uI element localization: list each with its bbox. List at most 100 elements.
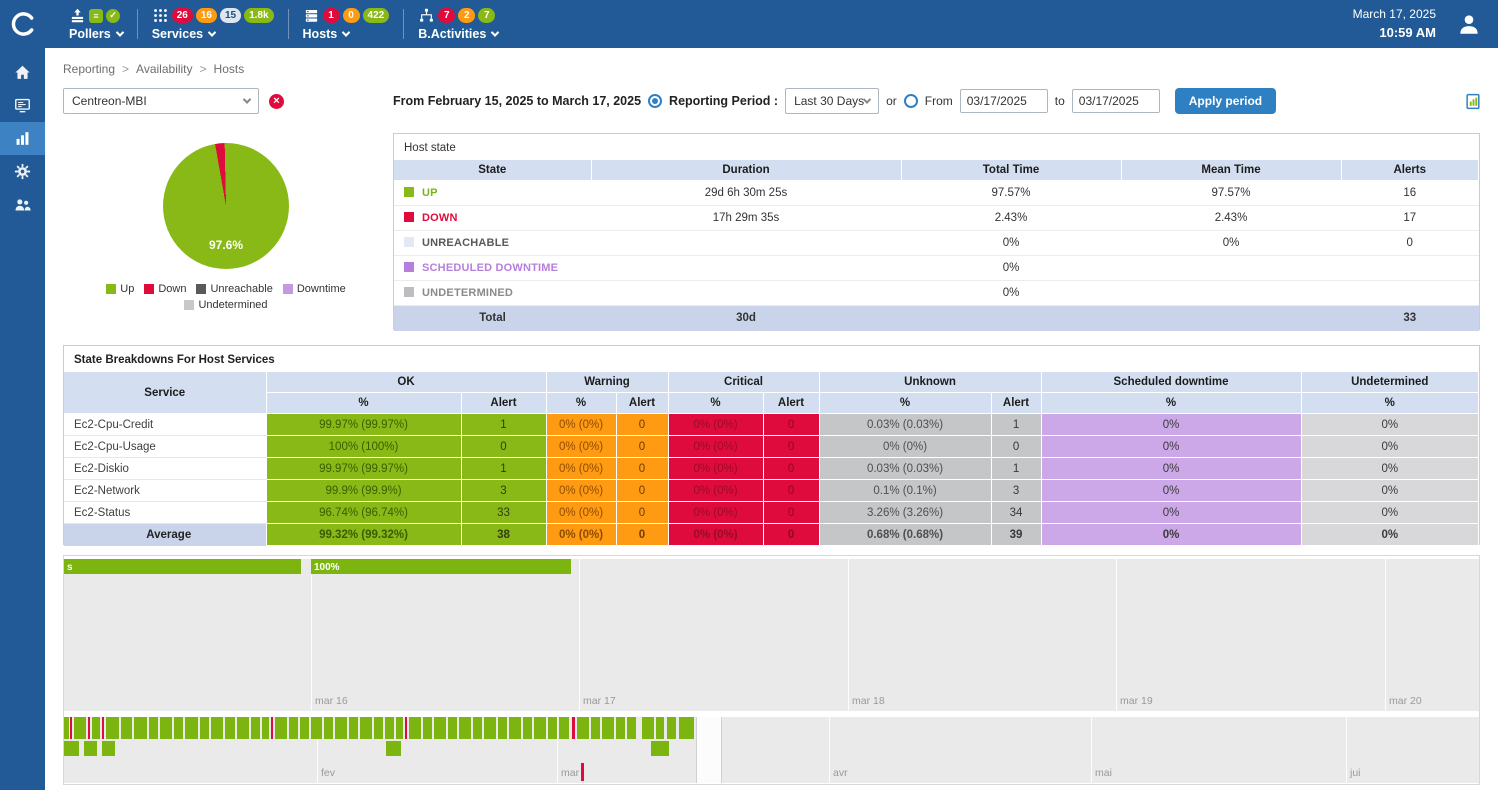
poller-icon bbox=[69, 7, 86, 24]
people-icon bbox=[13, 195, 32, 214]
availability-pie[interactable]: 97.6% bbox=[163, 143, 289, 269]
period-select[interactable]: Last 30 Days bbox=[785, 88, 879, 114]
host-state-table: State Duration Total Time Mean Time Aler… bbox=[394, 160, 1479, 331]
alerts-value bbox=[1341, 256, 1479, 281]
duration-value bbox=[591, 256, 901, 281]
state-label: UNREACHABLE bbox=[422, 237, 509, 249]
sidebar-item-monitoring[interactable] bbox=[0, 89, 45, 122]
menu-pollers[interactable]: ≡ ✓ Pollers bbox=[55, 3, 137, 45]
services-ok-badge[interactable]: 1.8k bbox=[244, 8, 273, 23]
breakdown-header-row2: %Alert %Alert %Alert %Alert % % bbox=[64, 393, 1479, 414]
poller-latency-icon: ≡ bbox=[89, 9, 103, 23]
col-mean-time: Mean Time bbox=[1121, 160, 1341, 181]
chevron-down-icon bbox=[863, 95, 871, 103]
service-breakdown-table: Service OK Warning Critical Unknown Sche… bbox=[64, 372, 1479, 546]
to-date-input[interactable] bbox=[1072, 89, 1160, 113]
hosts-critical-badge[interactable]: 1 bbox=[323, 8, 340, 23]
breadcrumb-availability[interactable]: Availability bbox=[136, 62, 192, 76]
menu-bactivities-label: B.Activities bbox=[418, 27, 486, 41]
host-state-title: Host state bbox=[394, 134, 1479, 160]
pie-percentage-label: 97.6% bbox=[163, 238, 289, 252]
availability-timeline-panel: mar 16mar 17mar 18mar 19mar 20s100% fevm… bbox=[63, 555, 1480, 785]
table-row: Ec2-Network 99.9% (99.9%)3 0% (0%)0 0% (… bbox=[64, 480, 1479, 502]
topbar: ≡ ✓ Pollers 26 16 15 1.8k Services 1 0 4… bbox=[0, 0, 1498, 48]
total-time-value: 2.43% bbox=[901, 206, 1121, 231]
breakdown-title: State Breakdowns For Host Services bbox=[64, 346, 1479, 372]
unreachable-swatch bbox=[404, 237, 414, 247]
unreachable-swatch bbox=[196, 284, 206, 294]
state-label: DOWN bbox=[422, 212, 458, 224]
total-alerts: 33 bbox=[1341, 306, 1479, 331]
monitoring-icon bbox=[13, 96, 32, 115]
table-row: Ec2-Diskio 99.97% (99.97%)1 0% (0%)0 0% … bbox=[64, 458, 1479, 480]
table-row: Ec2-Cpu-Usage 100% (100%)0 0% (0%)0 0% (… bbox=[64, 436, 1479, 458]
host-state-header-row: State Duration Total Time Mean Time Aler… bbox=[394, 160, 1479, 181]
sidebar-item-administration[interactable] bbox=[0, 188, 45, 221]
breadcrumb-reporting[interactable]: Reporting bbox=[63, 62, 115, 76]
from-date-input[interactable] bbox=[960, 89, 1048, 113]
breakdown-header-row1: Service OK Warning Critical Unknown Sche… bbox=[64, 372, 1479, 393]
mean-time-value bbox=[1121, 281, 1341, 306]
downtime-swatch bbox=[283, 284, 293, 294]
mean-time-value: 97.57% bbox=[1121, 181, 1341, 206]
reporting-period-radio[interactable] bbox=[648, 94, 662, 108]
services-critical-badge[interactable]: 26 bbox=[172, 8, 193, 23]
alerts-value: 17 bbox=[1341, 206, 1479, 231]
total-label: Total bbox=[394, 306, 591, 331]
timeline-navigator[interactable]: fevmaravrmaijui bbox=[64, 717, 1479, 783]
col-scheduled-downtime: Scheduled downtime bbox=[1041, 372, 1301, 393]
average-label: Average bbox=[64, 524, 266, 546]
up-swatch bbox=[106, 284, 116, 294]
total-time-value: 0% bbox=[901, 256, 1121, 281]
centreon-logo[interactable] bbox=[0, 11, 45, 37]
sidebar-item-configuration[interactable] bbox=[0, 155, 45, 188]
sidebar-item-reporting[interactable] bbox=[0, 122, 45, 155]
export-report-icon[interactable] bbox=[1465, 93, 1482, 113]
host-select[interactable]: Centreon-MBI bbox=[63, 88, 259, 114]
timeline-main[interactable]: mar 16mar 17mar 18mar 19mar 20s100% bbox=[64, 559, 1479, 711]
apply-period-button[interactable]: Apply period bbox=[1175, 88, 1276, 114]
pie-legend: Up Down Unreachable Downtime Undetermine… bbox=[96, 283, 356, 311]
chevron-down-icon bbox=[115, 28, 123, 36]
bactivities-ok-badge[interactable]: 7 bbox=[478, 8, 495, 23]
menu-bactivities[interactable]: 7 2 7 B.Activities bbox=[404, 3, 512, 45]
services-warning-badge[interactable]: 16 bbox=[196, 8, 217, 23]
poller-ok-icon: ✓ bbox=[106, 9, 120, 23]
col-alerts: Alerts bbox=[1341, 160, 1479, 181]
menu-hosts[interactable]: 1 0 422 Hosts bbox=[289, 3, 404, 45]
service-breakdown-panel: State Breakdowns For Host Services Servi… bbox=[63, 345, 1480, 545]
average-row: Average 99.32% (99.32%)38 0% (0%)0 0% (0… bbox=[64, 524, 1479, 546]
custom-period-radio[interactable] bbox=[904, 94, 918, 108]
duration-value bbox=[591, 231, 901, 256]
table-row: UP 29d 6h 30m 25s 97.57% 97.57% 16 bbox=[394, 181, 1479, 206]
reporting-bar-chart-icon bbox=[13, 129, 32, 148]
table-row: DOWN 17h 29m 35s 2.43% 2.43% 17 bbox=[394, 206, 1479, 231]
menu-hosts-label: Hosts bbox=[303, 27, 338, 41]
chevron-down-icon bbox=[243, 95, 251, 103]
chevron-down-icon bbox=[208, 28, 216, 36]
hosts-icon bbox=[303, 7, 320, 24]
sidebar-item-home[interactable] bbox=[0, 56, 45, 89]
service-name: Ec2-Network bbox=[64, 480, 266, 502]
bactivities-critical-badge[interactable]: 7 bbox=[438, 8, 455, 23]
or-label: or bbox=[886, 94, 897, 108]
clear-filter-icon[interactable]: × bbox=[269, 94, 284, 109]
legend-item-undetermined: Undetermined bbox=[184, 299, 267, 311]
hosts-ok-badge[interactable]: 422 bbox=[363, 8, 390, 23]
downtime-swatch bbox=[404, 262, 414, 272]
service-name: Ec2-Diskio bbox=[64, 458, 266, 480]
user-icon[interactable] bbox=[1456, 11, 1482, 37]
total-time-value: 0% bbox=[901, 281, 1121, 306]
menu-services[interactable]: 26 16 15 1.8k Services bbox=[138, 3, 288, 45]
total-row: Total 30d 33 bbox=[394, 306, 1479, 331]
host-state-panel: Host state State Duration Total Time Mea… bbox=[393, 133, 1480, 330]
services-pending-badge[interactable]: 15 bbox=[220, 8, 241, 23]
col-state: State bbox=[394, 160, 591, 181]
main-content: Reporting>Availability>Hosts Centreon-MB… bbox=[45, 48, 1498, 790]
col-duration: Duration bbox=[591, 160, 901, 181]
alerts-value: 16 bbox=[1341, 181, 1479, 206]
chevron-down-icon bbox=[491, 28, 499, 36]
breadcrumb-hosts[interactable]: Hosts bbox=[214, 62, 245, 76]
bactivities-warning-badge[interactable]: 2 bbox=[458, 8, 475, 23]
hosts-warning-badge[interactable]: 0 bbox=[343, 8, 360, 23]
